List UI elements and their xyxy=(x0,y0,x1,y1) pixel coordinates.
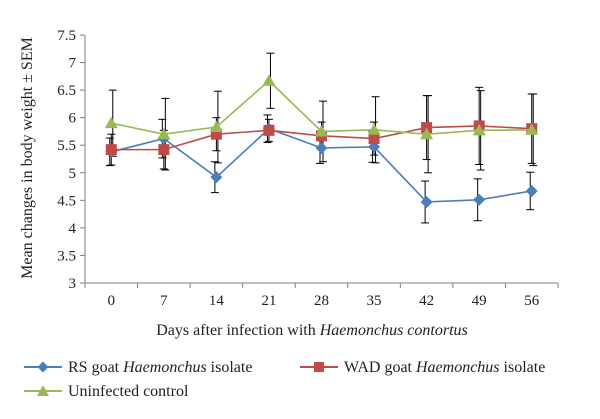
x-axis-title-species: Haemonchus contortus xyxy=(319,322,468,339)
legend-marker-diamond xyxy=(37,361,49,373)
x-tick-label: 14 xyxy=(209,293,225,309)
legend-label-wad-part2: Haemonchus xyxy=(415,359,500,376)
legend: RS goat Haemonchus isolate WAD goat Haem… xyxy=(24,359,545,400)
data-point-diamond xyxy=(420,195,433,208)
x-tick-label: 49 xyxy=(472,293,487,309)
data-point-triangle xyxy=(472,123,486,136)
legend-label-control: Uninfected control xyxy=(68,383,189,400)
data-point-diamond xyxy=(525,184,538,197)
error-bars-series-3 xyxy=(108,52,538,174)
y-tick-label: 6 xyxy=(69,111,77,127)
y-tick-label: 7.5 xyxy=(57,28,76,44)
data-point-diamond xyxy=(473,193,486,206)
data-point-triangle xyxy=(157,127,171,140)
data-point-triangle xyxy=(262,74,276,86)
data-point-triangle xyxy=(525,123,539,135)
y-tick-label: 4.5 xyxy=(57,193,76,209)
x-tick-label: 28 xyxy=(314,293,329,309)
y-tick-label: 3 xyxy=(69,276,77,292)
y-tick-label: 5.5 xyxy=(57,138,76,154)
data-point-square xyxy=(263,124,275,136)
data-point-diamond xyxy=(210,171,223,184)
x-tick-label: 35 xyxy=(367,293,382,309)
legend-label-wad-part3: isolate xyxy=(500,359,546,376)
data-point-square xyxy=(368,133,380,145)
x-tick-label: 56 xyxy=(524,293,540,309)
data-point-square xyxy=(421,122,433,134)
y-tick-label: 3.5 xyxy=(57,248,76,264)
x-tick-label: 21 xyxy=(261,293,276,309)
series-3 xyxy=(104,74,539,140)
legend-item-wad: WAD goat Haemonchus isolate xyxy=(300,359,545,376)
y-axis: 3 3.5 4 4.5 5 5.5 6 6.5 7 7.5 xyxy=(57,28,86,292)
data-point-triangle xyxy=(420,127,434,140)
legend-label-rs: RS goat Haemonchus isolate xyxy=(68,359,252,376)
y-tick-label: 5 xyxy=(69,166,77,182)
y-tick-label: 4 xyxy=(69,221,77,237)
y-tick-label: 6.5 xyxy=(57,83,76,99)
data-point-triangle xyxy=(209,120,223,133)
data-point-square xyxy=(105,144,117,156)
legend-item-control: Uninfected control xyxy=(24,383,189,400)
data-point-triangle xyxy=(367,123,381,135)
x-axis-title-text: Days after infection with xyxy=(156,322,320,339)
data-point-square xyxy=(158,144,170,156)
legend-item-rs: RS goat Haemonchus isolate xyxy=(24,359,252,376)
data-point-triangle xyxy=(315,124,328,137)
data-point-triangle xyxy=(104,116,118,129)
legend-label-wad: WAD goat Haemonchus isolate xyxy=(344,359,545,376)
x-tick-label: 0 xyxy=(108,293,116,309)
legend-label-rs-part3: isolate xyxy=(207,359,253,376)
plot-area xyxy=(104,52,539,224)
y-axis-title: Mean changes in body weight ± SEM xyxy=(19,37,36,279)
data-point-square xyxy=(210,128,222,140)
x-tick-label: 42 xyxy=(419,293,434,309)
legend-label-wad-part1: WAD goat xyxy=(344,359,416,376)
data-point-diamond xyxy=(315,141,328,154)
x-axis: 0 7 14 21 28 35 42 49 56 xyxy=(84,282,559,309)
legend-marker-square xyxy=(314,362,324,372)
x-tick-label: 7 xyxy=(160,293,168,309)
x-axis-title: Days after infection with Haemonchus con… xyxy=(156,322,467,339)
y-tick-label: 7 xyxy=(69,56,77,72)
legend-label-rs-part1: RS goat xyxy=(68,359,123,376)
legend-label-rs-part2: Haemonchus xyxy=(122,359,207,376)
legend-marker-triangle xyxy=(37,385,49,396)
